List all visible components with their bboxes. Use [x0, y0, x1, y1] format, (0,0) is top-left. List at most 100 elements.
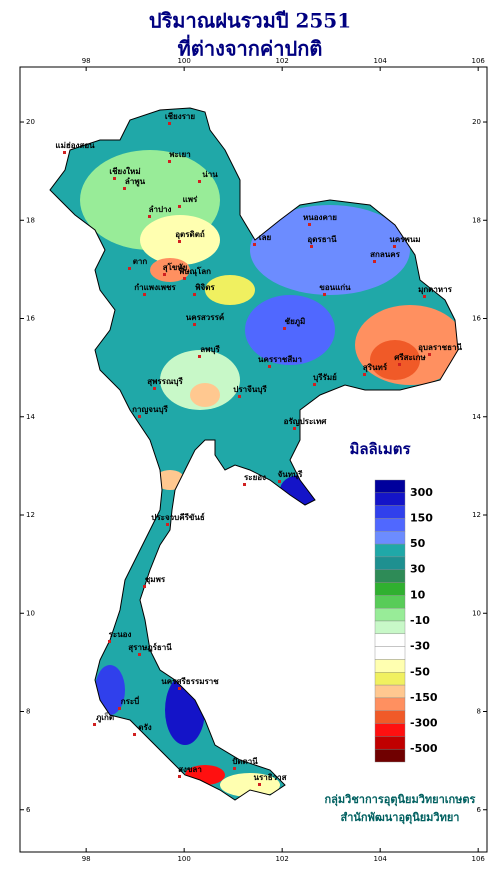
station: [233, 767, 236, 770]
x-tick-label: 100: [177, 57, 190, 65]
legend-swatch: [374, 672, 406, 686]
station: [128, 267, 131, 270]
legend-label: 30: [410, 563, 426, 576]
x-tick-label: 104: [373, 855, 387, 863]
place-label: มุกดาหาร: [418, 284, 453, 295]
place-label: บุรีรัมย์: [313, 372, 337, 383]
place-label: ประจวบคีรีขันธ์: [151, 512, 205, 522]
place-label: ชัยภูมิ: [285, 316, 306, 327]
legend-swatch: [374, 556, 406, 570]
credit: สำนักพัฒนาอุตุนิยมวิทยา: [341, 811, 460, 825]
x-tick-label: 98: [82, 855, 91, 863]
place-label: กำแพงเพชร: [134, 282, 176, 292]
place-label: สกลนคร: [370, 249, 400, 259]
station: [168, 122, 171, 125]
legend-swatch: [374, 569, 406, 583]
place-label: สงขลา: [178, 764, 202, 774]
station: [166, 523, 169, 526]
station: [153, 387, 156, 390]
station: [138, 415, 141, 418]
x-tick-label: 98: [82, 57, 91, 65]
place-label: นครราชสีมา: [258, 354, 302, 364]
place-label: อุดรธานี: [307, 234, 337, 245]
x-tick-label: 100: [177, 855, 190, 863]
place-label: น่าน: [202, 169, 218, 179]
legend-label: 300: [410, 486, 433, 499]
legend-swatch: [374, 543, 406, 558]
station: [138, 653, 141, 656]
legend-swatch: [374, 518, 406, 532]
y-tick-label: 6: [26, 806, 31, 814]
y-tick-label: 18: [26, 216, 35, 224]
x-tick-label: 104: [373, 57, 387, 65]
legend-label: -10: [410, 614, 430, 627]
legend-swatch: [374, 607, 406, 622]
place-label: อุบลราชธานี: [418, 342, 462, 353]
place-label: พะเยา: [169, 149, 190, 159]
legend-label: 10: [410, 588, 426, 601]
place-label: ลำปาง: [149, 204, 172, 214]
station: [163, 273, 166, 276]
y-tick-label: 14: [472, 413, 481, 421]
legend-label: -50: [410, 665, 430, 678]
station: [178, 775, 181, 778]
x-tick-label: 102: [275, 855, 288, 863]
legend-swatch: [374, 710, 406, 724]
station: [193, 293, 196, 296]
station: [178, 240, 181, 243]
legend-label: -30: [410, 640, 430, 653]
legend-label: -300: [410, 717, 438, 730]
title: ปริมาณฝนรวมปี 2551: [149, 9, 351, 33]
place-label: ภูเก็ต: [96, 711, 114, 723]
station: [293, 427, 296, 430]
place-label: แม่ฮ่องสอน: [55, 140, 95, 150]
station: [310, 245, 313, 248]
y-tick-label: 12: [472, 511, 481, 519]
y-tick-label: 8: [477, 708, 481, 716]
place-label: พิจิตร: [195, 282, 215, 292]
place-label: หนองคาย: [303, 212, 337, 222]
station: [118, 707, 121, 710]
place-label: อุตรดิตถ์: [175, 229, 205, 240]
y-tick-label: 10: [26, 609, 35, 617]
station: [308, 223, 311, 226]
y-tick-label: 8: [26, 708, 30, 716]
place-label: นราธิวาส: [253, 772, 286, 782]
station: [258, 783, 261, 786]
y-tick-label: 14: [26, 413, 35, 421]
place-label: ขอนแก่น: [319, 282, 351, 292]
station: [373, 260, 376, 263]
legend-swatch: [374, 723, 406, 737]
station: [168, 160, 171, 163]
station: [183, 277, 186, 280]
y-tick-label: 16: [26, 315, 35, 323]
place-label: กาญจนบุรี: [132, 404, 168, 415]
y-tick-label: 6: [477, 806, 482, 814]
place-label: กระบี่: [121, 695, 140, 706]
x-tick-label: 102: [275, 57, 288, 65]
y-tick-label: 20: [472, 118, 481, 126]
place-label: สุราษฎร์ธานี: [128, 642, 172, 653]
legend-swatch: [374, 531, 406, 545]
y-tick-label: 16: [472, 315, 481, 323]
legend-swatch: [374, 492, 406, 506]
station: [243, 483, 246, 486]
station: [93, 723, 96, 726]
legend-swatch: [374, 582, 406, 596]
legend-swatch: [374, 659, 406, 673]
station: [133, 733, 136, 736]
station: [193, 323, 196, 326]
station: [278, 480, 281, 483]
legend-swatch: [374, 505, 406, 519]
station: [363, 373, 366, 376]
place-label: สุรินทร์: [363, 362, 388, 373]
station: [428, 353, 431, 356]
station: [323, 293, 326, 296]
legend-swatch: [374, 646, 406, 660]
subtitle: ที่ต่างจากค่าปกติ: [178, 34, 323, 61]
place-label: ตาก: [133, 256, 148, 266]
place-label: เชียงราย: [165, 111, 196, 121]
legend-swatch: [374, 479, 406, 494]
place-label: นครสวรรค์: [186, 312, 224, 322]
